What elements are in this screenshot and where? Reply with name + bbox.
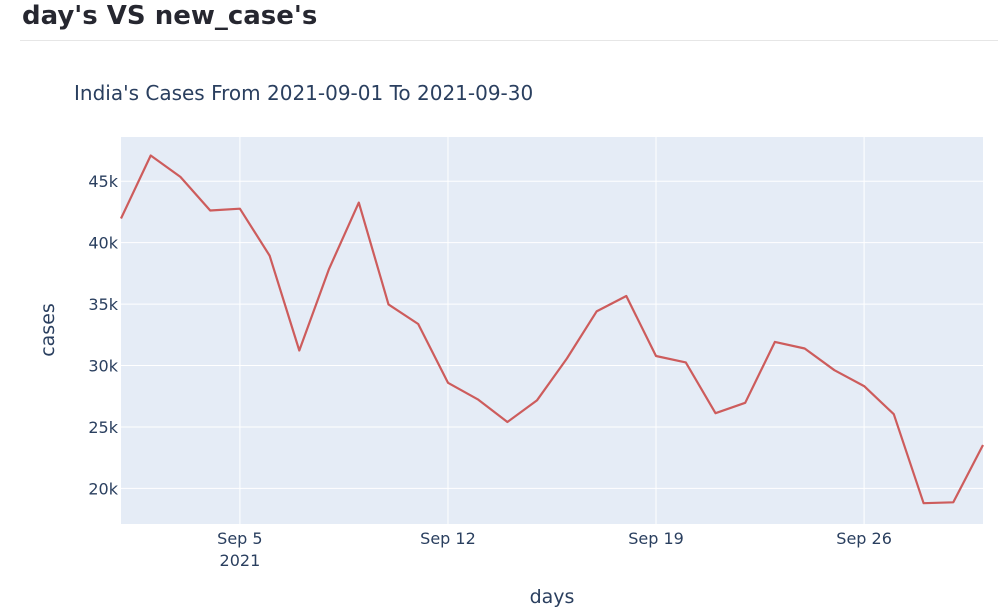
y-tick-label: 20k [88,479,118,498]
plot-area [121,137,983,524]
y-tick-label: 25k [88,418,118,437]
x-tick-label: Sep 26 [836,529,892,548]
series-layer [120,154,984,505]
y-tick-label: 35k [88,295,118,314]
x-axis-title: days [530,586,575,608]
y-axis-ticks: 20k 25k 30k 35k 40k 45k [88,172,118,498]
x-tick-label: Sep 12 [420,529,476,548]
x-tick-sublabel: 2021 [220,551,261,570]
y-tick-label: 45k [88,172,118,191]
x-tick-label: Sep 19 [628,529,684,548]
series-line [120,154,984,505]
y-tick-label: 30k [88,357,118,376]
heading-divider [20,40,998,41]
page-title: day's VS new_case's [22,1,318,31]
x-tick-label: Sep 5 [217,529,262,548]
y-axis-title: cases [37,303,59,357]
chart-title: India's Cases From 2021-09-01 To 2021-09… [74,81,533,105]
grid-lines [121,137,983,524]
y-tick-label: 40k [88,234,118,253]
x-axis-ticks: Sep 5 2021 Sep 12 Sep 19 Sep 26 [217,529,892,570]
